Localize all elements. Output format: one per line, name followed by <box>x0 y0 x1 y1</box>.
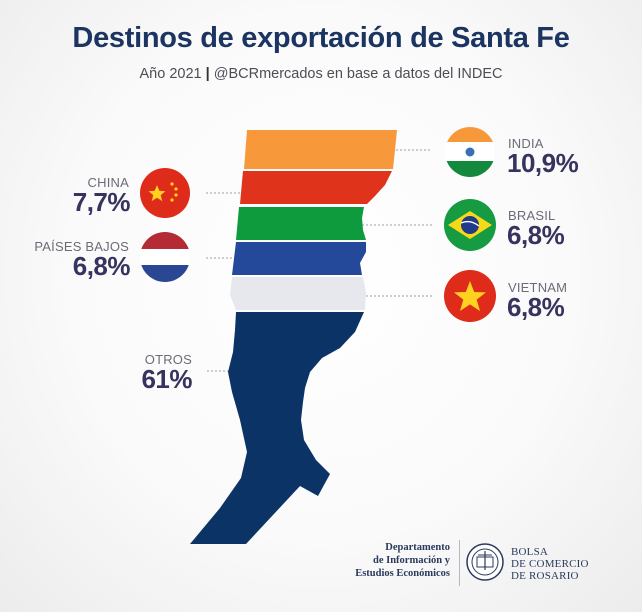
dept-line-2: de Información y <box>373 555 450 566</box>
value-china: 7,7% <box>72 187 131 217</box>
org-line-3: DE ROSARIO <box>511 570 579 582</box>
band-otros <box>190 312 364 544</box>
vietnam-flag-icon <box>444 270 496 322</box>
org-line-2: DE COMERCIO <box>511 558 589 570</box>
subtitle-separator: | <box>205 66 210 82</box>
brazil-flag-icon <box>444 199 496 251</box>
value-india: 10,9% <box>507 148 579 178</box>
label-china: CHINA <box>87 175 129 190</box>
band-netherlands <box>232 242 366 275</box>
value-brasil: 6,8% <box>507 220 565 250</box>
netherlands-flag-icon <box>140 232 190 282</box>
india-flag-icon <box>445 127 495 177</box>
label-india: INDIA <box>508 136 544 151</box>
subtitle-year: Año 2021 <box>139 66 202 82</box>
band-brazil <box>236 207 366 240</box>
label-vietnam: VIETNAM <box>508 280 568 295</box>
subtitle: Año 2021 | @BCRmercados en base a datos … <box>0 66 642 82</box>
label-otros: OTROS <box>144 352 192 367</box>
org-line-1: BOLSA <box>511 546 549 558</box>
subtitle-source: @BCRmercados en base a datos del INDEC <box>213 66 503 82</box>
value-vietnam: 6,8% <box>507 292 565 322</box>
value-paises-bajos: 6,8% <box>72 251 131 281</box>
dept-line-1: Departamento <box>385 542 450 553</box>
band-vietnam <box>230 277 366 310</box>
value-otros: 61% <box>141 364 192 394</box>
band-india <box>244 130 397 169</box>
label-brasil: BRASIL <box>508 208 556 223</box>
band-china <box>240 171 392 204</box>
page-title: Destinos de exportación de Santa Fe <box>72 22 570 54</box>
dept-line-3: Estudios Económicos <box>355 568 450 579</box>
china-flag-icon <box>140 168 190 218</box>
bcr-seal-icon <box>466 543 504 581</box>
footer-organization: BOLSA DE COMERCIO DE ROSARIO <box>511 546 589 582</box>
label-paises-bajos: PAÍSES BAJOS <box>34 239 129 254</box>
footer-department: Departamento de Información y Estudios E… <box>340 541 450 580</box>
footer-divider <box>459 540 460 586</box>
